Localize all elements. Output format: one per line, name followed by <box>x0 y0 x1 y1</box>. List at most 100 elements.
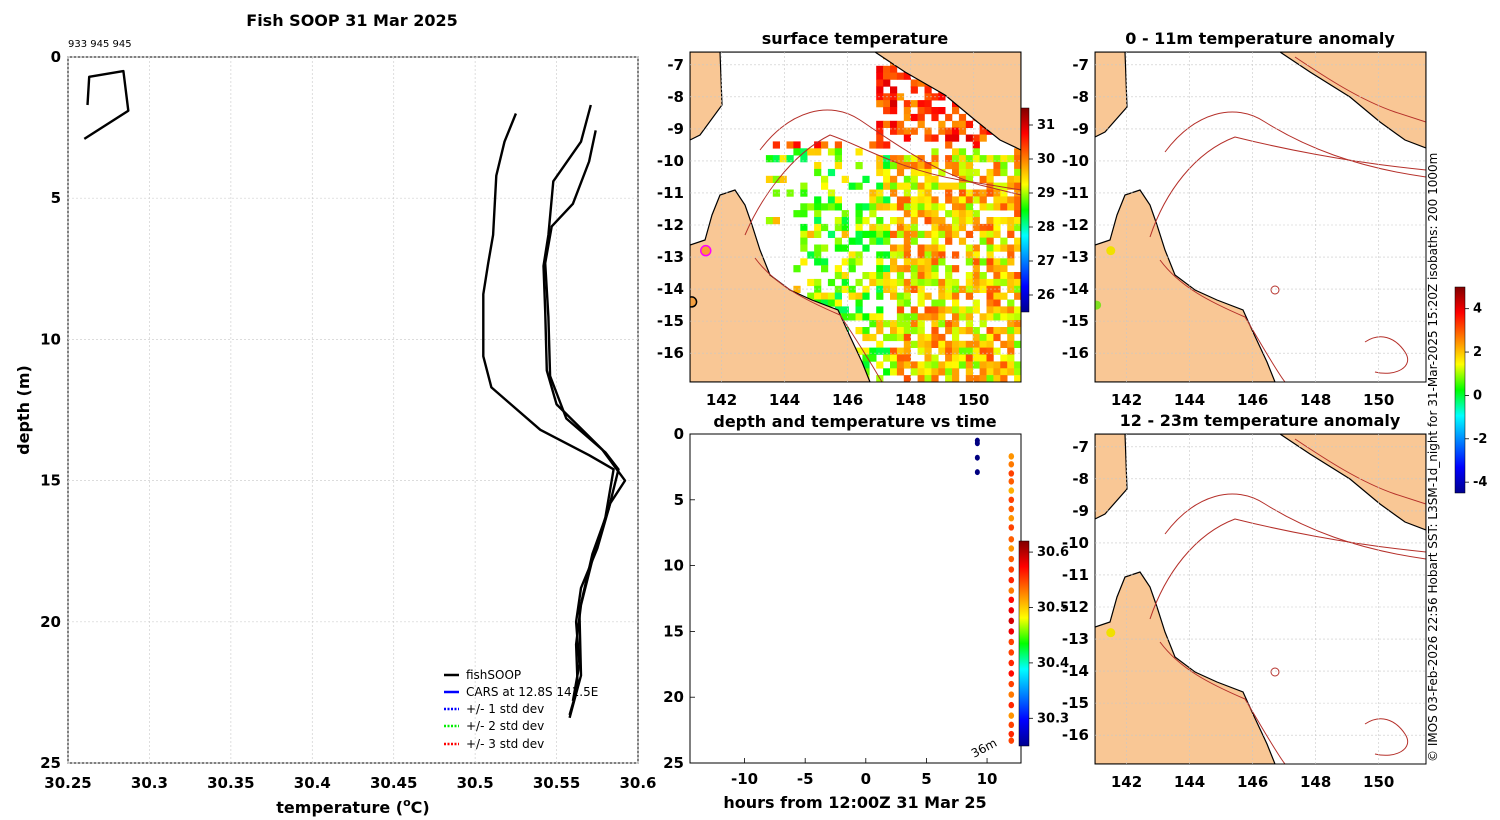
sst-isobath-3 <box>754 257 883 382</box>
sst-cell <box>952 127 960 135</box>
sst-cell <box>972 210 980 218</box>
sst-cell <box>896 313 905 321</box>
sst-cell <box>855 223 863 232</box>
sst-cell <box>862 175 870 183</box>
sst-cell <box>931 237 939 245</box>
sst-cell <box>931 340 939 348</box>
time-late-point <box>1008 649 1015 656</box>
sst-cell <box>972 244 980 252</box>
sst-cell <box>814 141 822 149</box>
sst-cell <box>883 65 891 73</box>
sst-cell <box>1014 155 1021 163</box>
profile-lines <box>83 69 627 719</box>
sst-cell <box>917 292 925 300</box>
sst-cell <box>848 285 856 293</box>
sst-cell <box>800 237 808 245</box>
sst-cell <box>972 361 980 369</box>
sst-cell <box>993 162 1001 170</box>
sst-cell <box>827 196 836 204</box>
sst-cell <box>896 162 905 170</box>
sst-cell <box>896 361 905 369</box>
profile-series-line <box>544 130 620 719</box>
sst-colorbar-tick-label: 28 <box>1037 220 1055 235</box>
sst-cell <box>958 361 967 369</box>
sst-cell <box>1014 203 1021 211</box>
sst-cell <box>917 313 925 321</box>
sst-cell <box>931 244 939 252</box>
sst-cell <box>945 127 953 135</box>
sst-cell <box>931 107 939 115</box>
sst-cell <box>827 230 836 238</box>
sst-cell <box>765 175 774 183</box>
sst-cell <box>903 196 911 204</box>
sst-cell <box>979 361 987 369</box>
profile-axes-box <box>67 56 639 764</box>
sst-cell <box>965 251 973 259</box>
sst-cell <box>931 113 939 122</box>
sst-cell <box>931 223 939 232</box>
sst-cell <box>903 278 911 287</box>
sst-cell <box>993 244 1001 252</box>
sst-cell <box>1000 272 1008 280</box>
sst-cell <box>972 333 980 342</box>
sst-cell <box>938 292 946 300</box>
sst-cell <box>827 148 836 156</box>
sst-cell <box>952 368 960 376</box>
sst-cell <box>1014 162 1021 170</box>
sst-cell <box>834 244 842 252</box>
sst-cell <box>903 182 911 190</box>
sst-cell <box>924 375 932 382</box>
sst-cell <box>931 299 939 307</box>
profile-xtick-label: 30.35 <box>207 774 254 792</box>
sst-cell <box>986 347 994 355</box>
sst-cell <box>876 72 884 80</box>
sst-colorbar-ticks: 26 27 28 29 30 31 <box>1029 118 1055 303</box>
sst-cell <box>876 86 884 94</box>
anom-colorbar-tick-label: -2 <box>1473 432 1487 447</box>
sst-cell <box>931 375 939 382</box>
sst-cell <box>1000 155 1008 163</box>
sst-cell <box>938 299 946 307</box>
sst-cell <box>876 258 884 266</box>
sst-cell <box>993 306 1001 314</box>
profile-xlabel: temperature (oC) <box>276 796 429 817</box>
sst-cell <box>1014 306 1021 314</box>
sst-cell <box>972 265 980 273</box>
sst-cell <box>896 93 905 101</box>
sst-cell <box>938 223 946 232</box>
legend-label-cars: CARS at 12.8S 141.5E <box>466 685 598 699</box>
sst-cell <box>1014 361 1021 369</box>
sst-cell <box>876 127 884 135</box>
time-xtick-label: -5 <box>797 770 814 788</box>
sst-cell <box>834 299 842 307</box>
sst-cell <box>855 258 863 266</box>
sst-cell <box>862 285 870 293</box>
sst-cell <box>986 333 994 342</box>
sst-cell <box>834 148 842 156</box>
sst-colorbar-tick-label: 29 <box>1037 186 1055 201</box>
sst-cell <box>917 100 925 108</box>
profile-xtick-label: 30.5 <box>457 774 494 792</box>
anom-bot-land-aus <box>1095 571 1276 764</box>
sst-cell <box>965 306 973 314</box>
sst-cell <box>958 237 967 245</box>
anom-bot-land-strip <box>1095 434 1128 520</box>
sst-cell <box>1007 155 1015 163</box>
sst-cell <box>958 127 967 135</box>
sst-cell <box>979 196 987 204</box>
sst-cell <box>986 223 994 232</box>
sst-cell <box>931 354 939 362</box>
sst-cell <box>945 306 953 314</box>
sst-cell <box>952 278 960 287</box>
sst-cell <box>772 141 780 149</box>
sst-cell <box>924 368 932 376</box>
sst-cell <box>917 168 925 177</box>
sst-cell <box>903 113 911 122</box>
sst-cell <box>890 333 898 342</box>
sst-cell <box>841 258 849 266</box>
sst-cell <box>1000 306 1008 314</box>
anom-top-isobath-ring <box>1270 285 1280 295</box>
sst-cell <box>876 327 884 335</box>
sst-cell <box>876 272 884 280</box>
sst-cell <box>979 333 987 342</box>
